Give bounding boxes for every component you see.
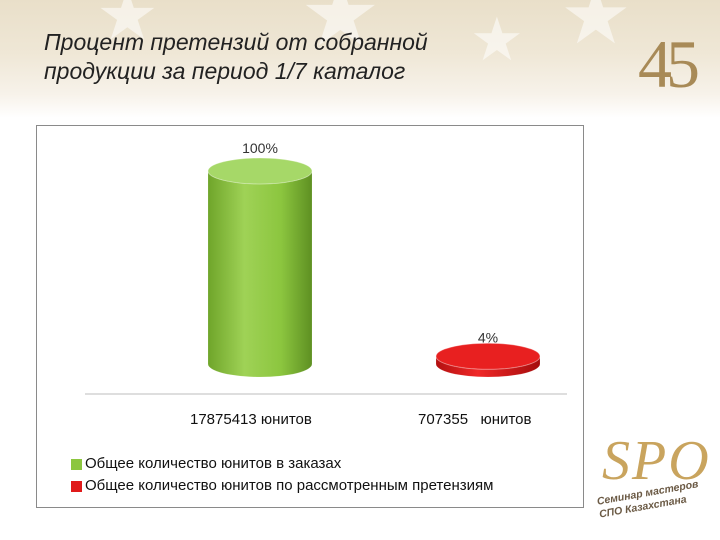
bar-top-2 bbox=[435, 342, 541, 370]
legend-item-orders: Общее количество юнитов в заказах bbox=[71, 453, 493, 475]
legend-item-claims: Общее количество юнитов по рассмотренным… bbox=[71, 475, 493, 497]
legend-swatch-red bbox=[71, 481, 82, 492]
anniversary-number: 45 bbox=[638, 26, 700, 102]
anniversary-logo: 45 bbox=[612, 14, 712, 110]
chart-frame: 100% 17875413 юнитов 4% 707355 юнитов Общее… bbox=[36, 125, 584, 508]
chart-legend: Общее количество юнитов в заказах Общее … bbox=[71, 453, 493, 497]
star-decoration: ★ bbox=[560, 0, 632, 60]
data-label-2: 4% bbox=[478, 329, 498, 345]
bar-top-1 bbox=[207, 157, 313, 185]
bars-layer bbox=[207, 157, 541, 378]
bar-1 bbox=[207, 157, 313, 378]
spo-mark: SPO bbox=[602, 430, 711, 492]
spo-logo: SPO Семинар мастеров СПО Казахстана bbox=[594, 430, 716, 530]
category-label-2: 707355 юнитов bbox=[418, 411, 532, 428]
category-label-1: 17875413 юнитов bbox=[190, 411, 312, 428]
slide-title-line-1: Процент претензий от собранной bbox=[44, 29, 428, 55]
data-label-1: 100% bbox=[242, 140, 278, 156]
slide-header: ★ ★ ★ ★ Процент претензий от собранной п… bbox=[0, 0, 720, 118]
labels-layer: 100% 17875413 юнитов 4% 707355 юнитов bbox=[190, 140, 532, 428]
bar-2 bbox=[435, 342, 541, 378]
star-decoration: ★ bbox=[96, 0, 159, 54]
bar-body-1 bbox=[207, 170, 313, 378]
legend-swatch-green bbox=[71, 459, 82, 470]
chart-svg: 100% 17875413 юнитов 4% 707355 юнитов bbox=[85, 140, 567, 428]
slide-title: Процент претензий от собранной продукции… bbox=[44, 28, 564, 86]
star-decoration: ★ bbox=[300, 0, 381, 65]
star-decoration: ★ bbox=[470, 6, 524, 73]
legend-label-claims: Общее количество юнитов по рассмотренным… bbox=[85, 477, 494, 494]
legend-label-orders: Общее количество юнитов в заказах bbox=[85, 455, 342, 472]
slide-title-line-2: продукции за период 1/7 каталог bbox=[44, 58, 406, 84]
